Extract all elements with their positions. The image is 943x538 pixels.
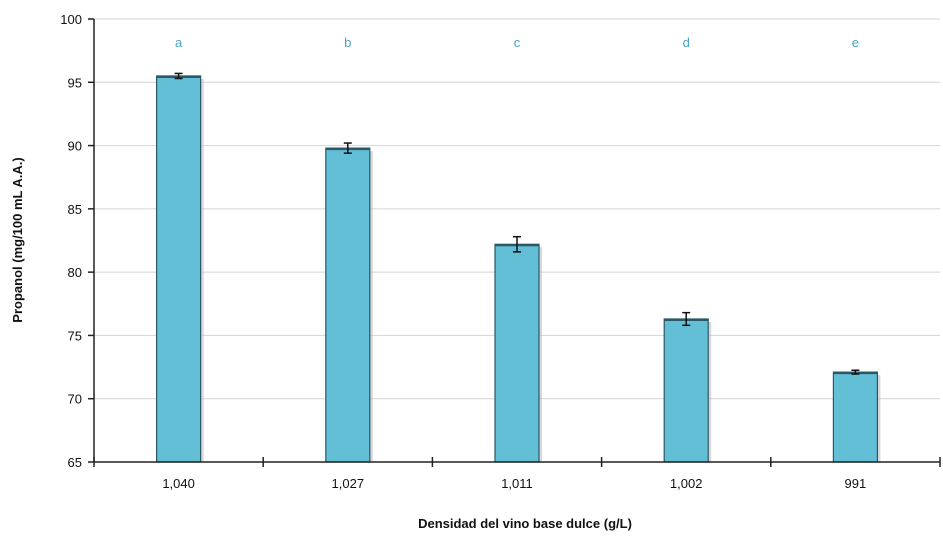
bar: [325, 147, 371, 463]
labels: 65 70 75 80 85 90 95 100 1,040 a 1,027 b 1,011 c 1,002…: [60, 12, 866, 491]
y-tick-label: 70: [68, 392, 82, 407]
axes: [88, 18, 941, 467]
bar: [156, 75, 202, 463]
y-tick-label: 85: [68, 202, 82, 217]
bar: [832, 371, 879, 463]
x-tick-label: 1,027: [332, 476, 365, 491]
significance-letter: e: [852, 35, 859, 50]
error-bars: [174, 72, 860, 375]
x-tick-label: 1,040: [162, 476, 195, 491]
bar: [663, 318, 709, 463]
x-tick-label: 1,002: [670, 476, 703, 491]
significance-letter: c: [514, 35, 521, 50]
y-tick-label: 90: [68, 139, 82, 154]
y-tick-label: 75: [68, 328, 82, 343]
significance-letter: b: [344, 35, 351, 50]
significance-letter: d: [683, 35, 690, 50]
bars: [156, 75, 881, 463]
bar: [494, 243, 540, 463]
x-tick-label: 1,011: [501, 476, 533, 491]
y-tick-label: 95: [68, 75, 82, 90]
y-tick-label: 100: [60, 12, 82, 27]
y-axis-title: Propanol (mg/100 mL A.A.): [10, 157, 25, 322]
significance-letter: a: [175, 35, 183, 50]
y-tick-label: 80: [68, 265, 82, 280]
x-tick-label: 991: [845, 476, 867, 491]
y-tick-label: 65: [68, 455, 82, 470]
x-axis-title: Densidad del vino base dulce (g/L): [418, 516, 632, 531]
